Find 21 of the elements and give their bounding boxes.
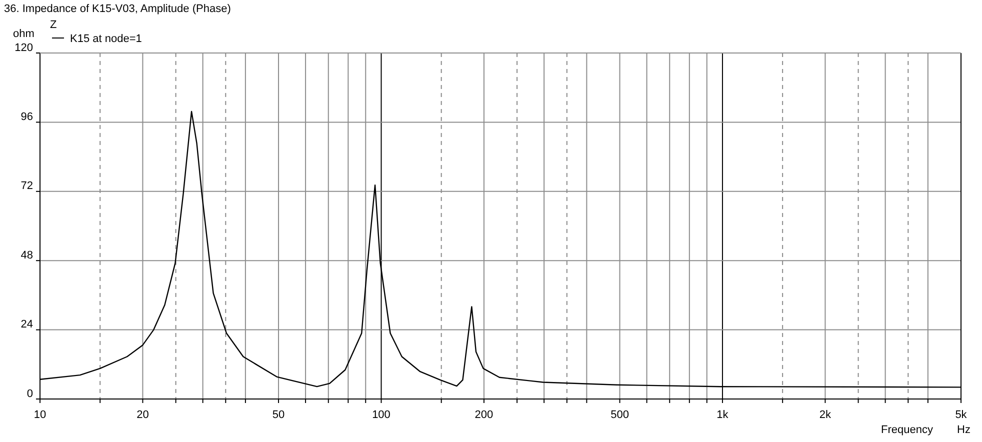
y-tick-label: 0 — [26, 388, 33, 400]
chart-title: 36. Impedance of K15-V03, Amplitude (Phase) — [4, 3, 231, 15]
x-tick-label: 200 — [474, 409, 494, 422]
x-tick-label: 10 — [34, 409, 46, 422]
text: Hz — [957, 424, 970, 436]
y-tick-label: 120 — [14, 42, 33, 54]
x-tick-label: 100 — [372, 409, 390, 422]
y-tick-label: 72 — [20, 180, 33, 192]
x-axis-title: Frequency — [881, 424, 934, 436]
x-tick-label: 500 — [610, 409, 629, 422]
x-tick-label: 20 — [136, 409, 149, 422]
legend-title: Z — [50, 19, 57, 31]
x-tick-label: 50 — [272, 409, 285, 422]
y-tick-label: 96 — [20, 111, 33, 123]
y-tick-label: 24 — [20, 318, 33, 331]
x-tick-label: 1k — [716, 409, 729, 422]
legend-label: K15 at node=1 — [70, 33, 142, 45]
y-tick-label: 48 — [20, 249, 33, 262]
y-axis-title: ohm — [13, 28, 34, 40]
x-tick-label: 5k — [955, 409, 968, 422]
x-tick-label: 2k — [819, 409, 832, 422]
